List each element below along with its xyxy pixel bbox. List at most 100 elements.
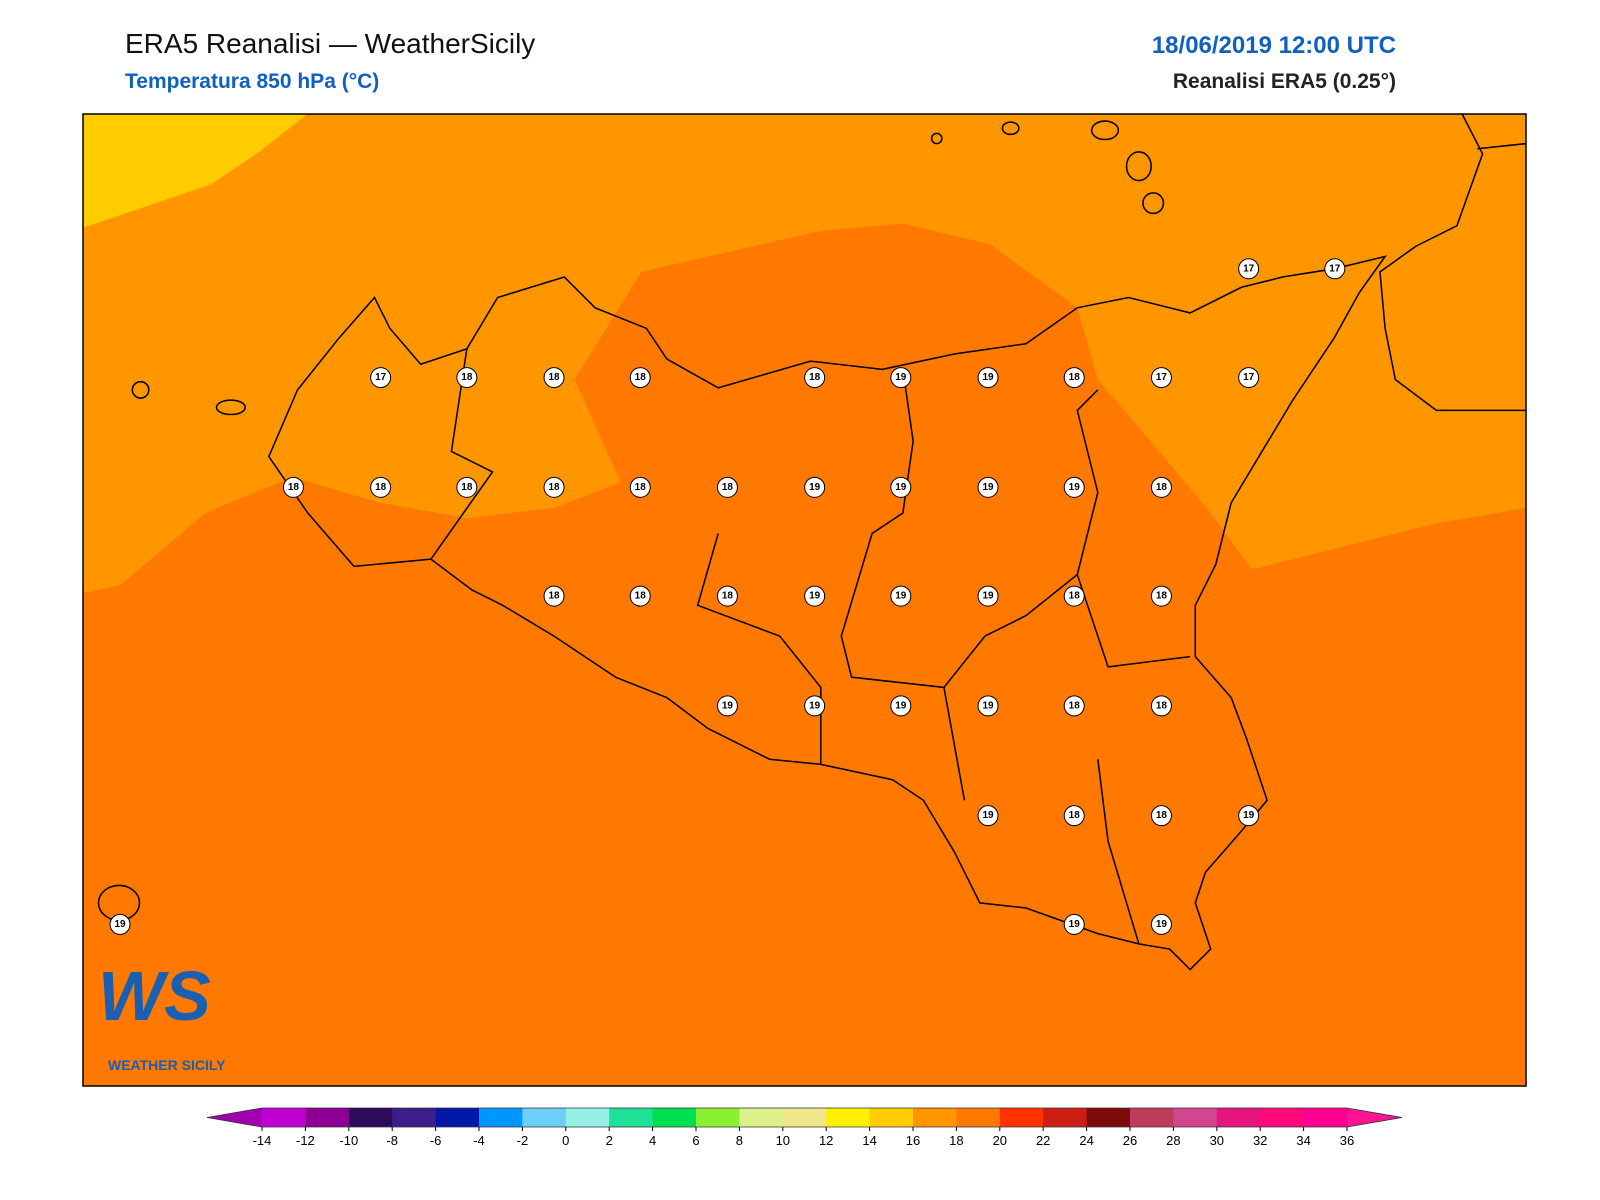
station-marker: [804, 476, 826, 498]
station: 19: [804, 585, 826, 607]
station: 18: [629, 585, 651, 607]
station-marker: [629, 367, 651, 389]
station-value: 18: [722, 482, 734, 493]
station-value: 18: [461, 482, 473, 493]
station-marker: [804, 367, 826, 389]
colorbar-box: [739, 1108, 784, 1127]
station-marker: [543, 476, 565, 498]
station-marker: [890, 367, 912, 389]
colorbar-tick-label: 12: [819, 1133, 833, 1148]
station-marker: [1063, 695, 1085, 717]
colorbar-tick-label: -10: [339, 1133, 358, 1148]
colorbar-tick-label: 30: [1210, 1133, 1224, 1148]
station: 19: [890, 476, 912, 498]
station-value: 18: [288, 482, 300, 493]
station-value: 18: [1069, 700, 1081, 711]
station-marker: [1063, 585, 1085, 607]
colorbar: -14 -12 -10 -8 -6 -4 -2 0 2 4 6 8 10 12 14 16 18 20 22 24 26…: [206, 1107, 1403, 1148]
station-value: 17: [1243, 372, 1255, 383]
colorbar-tick-label: -6: [430, 1133, 442, 1148]
station-value: 18: [809, 372, 821, 383]
station: 19: [1063, 913, 1085, 935]
station: 19: [977, 367, 999, 389]
logo: WS WEATHER SICILY: [98, 957, 226, 1073]
colorbar-box: [1086, 1108, 1131, 1127]
station: 18: [629, 367, 651, 389]
station-marker: [1063, 913, 1085, 935]
station-marker: [629, 585, 651, 607]
colorbar-tick-label: 18: [949, 1133, 963, 1148]
station-marker: [629, 476, 651, 498]
station: 19: [804, 476, 826, 498]
station-value: 18: [635, 372, 647, 383]
colorbar-tick-label: 16: [906, 1133, 920, 1148]
colorbar-tick-label: 34: [1296, 1133, 1310, 1148]
station-marker: [977, 367, 999, 389]
logo-mark: WS: [98, 957, 211, 1035]
station-value: 19: [982, 700, 994, 711]
station-marker: [1150, 476, 1172, 498]
colorbar-box: [869, 1108, 914, 1127]
field-14-16: [83, 114, 308, 228]
station: 17: [370, 367, 392, 389]
colorbar-tick-label: 8: [736, 1133, 743, 1148]
station: 18: [543, 367, 565, 389]
station-value: 19: [982, 372, 994, 383]
colorbar-tick-label: 6: [692, 1133, 699, 1148]
station-value: 17: [1243, 263, 1255, 274]
station: 17: [1324, 258, 1346, 280]
station-marker: [977, 476, 999, 498]
station-value: 19: [895, 372, 907, 383]
colorbar-box: [609, 1108, 654, 1127]
colorbar-tick-label: 4: [649, 1133, 656, 1148]
station-marker: [543, 585, 565, 607]
station: 19: [890, 367, 912, 389]
colorbar-tick-label: 24: [1079, 1133, 1093, 1148]
colorbar-tick-label: -8: [386, 1133, 398, 1148]
station: 18: [370, 476, 392, 498]
station-marker: [890, 695, 912, 717]
station-marker: [1238, 805, 1260, 827]
colorbar-tick-label: 10: [776, 1133, 790, 1148]
station-value: 18: [1069, 810, 1081, 821]
station-marker: [977, 805, 999, 827]
station-marker: [543, 367, 565, 389]
station: 18: [543, 585, 565, 607]
station-marker: [282, 476, 304, 498]
station: 19: [890, 695, 912, 717]
station-value: 19: [982, 482, 994, 493]
colorbar-tick-label: -14: [253, 1133, 272, 1148]
station-value: 19: [809, 700, 821, 711]
colorbar-box: [782, 1108, 827, 1127]
station-value: 19: [982, 591, 994, 602]
station-value: 17: [375, 372, 387, 383]
colorbar-box: [1216, 1108, 1261, 1127]
station: 18: [1150, 585, 1172, 607]
colorbar-box: [565, 1108, 610, 1127]
station-marker: [1063, 367, 1085, 389]
colorbar-tick-label: 28: [1166, 1133, 1180, 1148]
colorbar-tick-label: -4: [473, 1133, 485, 1148]
station-value: 19: [895, 482, 907, 493]
station-marker: [716, 476, 738, 498]
station: 17: [1150, 367, 1172, 389]
station-marker: [977, 585, 999, 607]
logo-text: WEATHER SICILY: [108, 1057, 226, 1073]
map: 17 17 17 18 18 18 18 19 19 18 17 17 18 18 18 18 18 18 19 19…: [82, 113, 1527, 1087]
source: Reanalisi ERA5 (0.25°): [1173, 70, 1396, 93]
station-marker: [370, 367, 392, 389]
station: 19: [1063, 476, 1085, 498]
station: 18: [543, 476, 565, 498]
station-value: 18: [375, 482, 387, 493]
station-value: 19: [895, 591, 907, 602]
title: ERA5 Reanalisi — WeatherSicily: [125, 28, 535, 59]
station-marker: [109, 913, 131, 935]
station-marker: [716, 695, 738, 717]
colorbar-box: [652, 1108, 697, 1127]
station-value: 19: [722, 700, 734, 711]
station: 18: [629, 476, 651, 498]
colorbar-box: [522, 1108, 567, 1127]
station: 19: [977, 695, 999, 717]
station: 19: [804, 695, 826, 717]
colorbar-box: [305, 1108, 350, 1127]
